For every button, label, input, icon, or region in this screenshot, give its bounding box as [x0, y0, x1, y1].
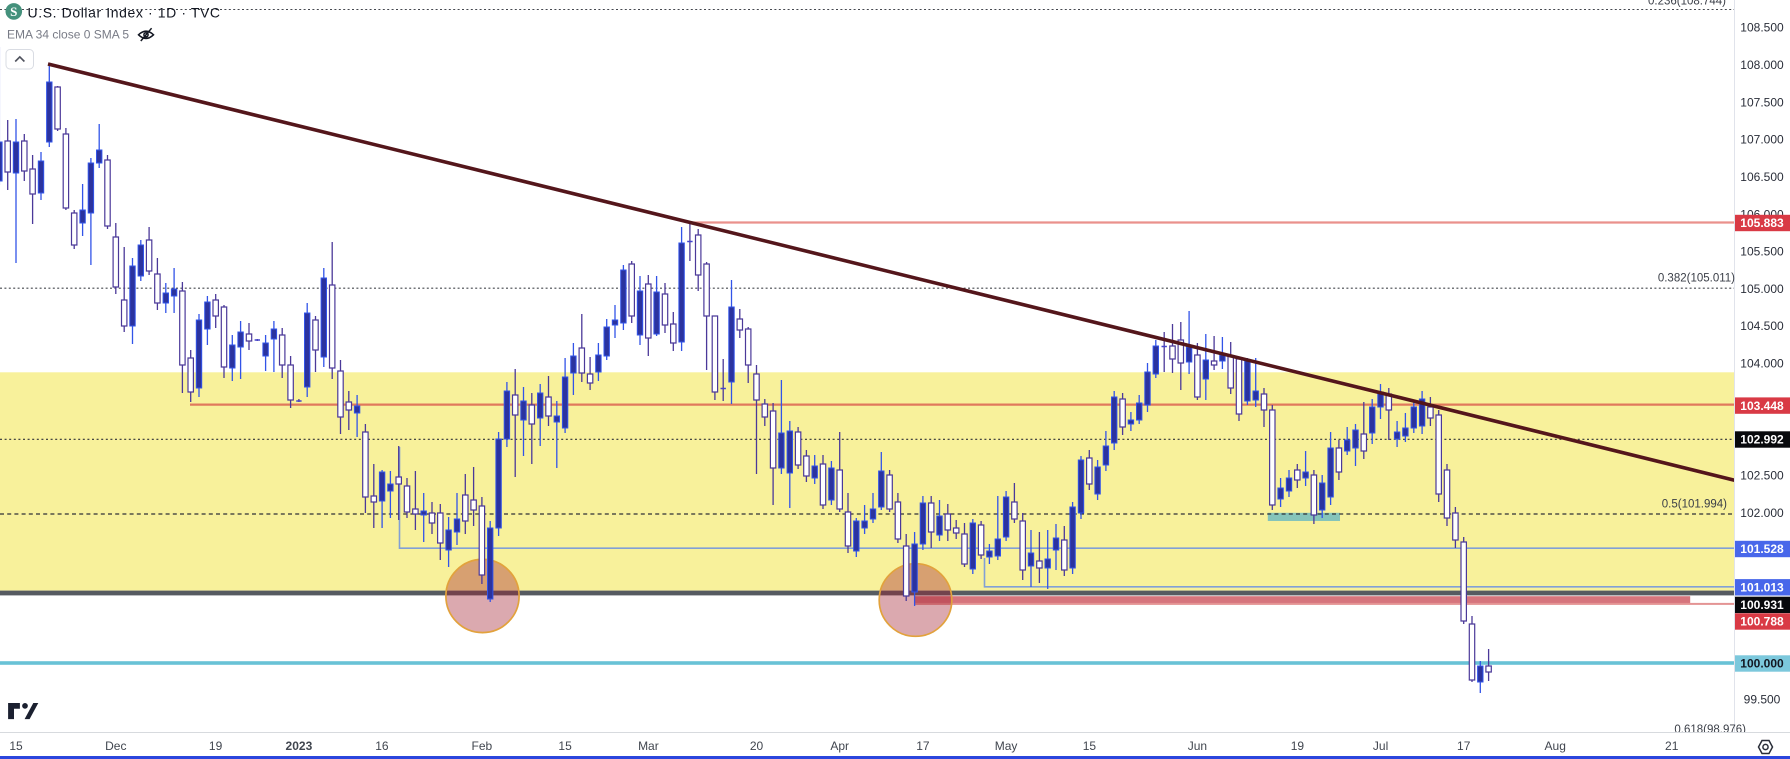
svg-text:106.500: 106.500 — [1740, 170, 1784, 184]
svg-text:99.500: 99.500 — [1744, 692, 1781, 706]
svg-text:Apr: Apr — [830, 739, 849, 753]
svg-text:104.000: 104.000 — [1740, 357, 1784, 371]
svg-text:108.500: 108.500 — [1740, 21, 1784, 35]
svg-text:100.931: 100.931 — [1740, 598, 1784, 612]
svg-text:EMA 34 close 0 SMA 5: EMA 34 close 0 SMA 5 — [7, 28, 129, 42]
svg-text:103.448: 103.448 — [1740, 399, 1784, 413]
svg-text:Dec: Dec — [105, 739, 126, 753]
svg-text:108.000: 108.000 — [1740, 58, 1784, 72]
svg-text:0.382(105.011): 0.382(105.011) — [1658, 273, 1735, 285]
svg-text:0.5(101.994): 0.5(101.994) — [1662, 499, 1727, 511]
svg-text:15: 15 — [1083, 739, 1097, 753]
svg-text:Mar: Mar — [638, 739, 659, 753]
svg-text:19: 19 — [209, 739, 223, 753]
svg-text:102.000: 102.000 — [1740, 506, 1784, 520]
svg-text:20: 20 — [750, 739, 764, 753]
svg-text:16: 16 — [375, 739, 389, 753]
svg-text:100.000: 100.000 — [1740, 657, 1784, 671]
svg-text:101.013: 101.013 — [1740, 581, 1784, 595]
svg-text:17: 17 — [916, 739, 930, 753]
svg-text:100.788: 100.788 — [1740, 615, 1784, 629]
svg-text:U.S. Dollar Index · 1D · TVC: U.S. Dollar Index · 1D · TVC — [28, 5, 221, 21]
svg-text:Jul: Jul — [1373, 739, 1388, 753]
svg-text:Feb: Feb — [472, 739, 493, 753]
svg-text:107.500: 107.500 — [1740, 95, 1784, 109]
svg-text:102.500: 102.500 — [1740, 469, 1784, 483]
svg-text:2023: 2023 — [286, 739, 313, 753]
svg-text:Aug: Aug — [1545, 739, 1566, 753]
svg-text:17: 17 — [1457, 739, 1471, 753]
svg-text:21: 21 — [1665, 739, 1679, 753]
svg-text:0.236(108.744): 0.236(108.744) — [1648, 0, 1726, 8]
svg-text:105.000: 105.000 — [1740, 282, 1784, 296]
svg-text:May: May — [995, 739, 1018, 753]
svg-text:104.500: 104.500 — [1740, 319, 1784, 333]
svg-text:105.883: 105.883 — [1740, 216, 1784, 230]
svg-text:S: S — [10, 4, 17, 19]
svg-text:Jun: Jun — [1188, 739, 1207, 753]
svg-text:102.992: 102.992 — [1740, 433, 1784, 447]
svg-text:107.000: 107.000 — [1740, 133, 1784, 147]
svg-text:15: 15 — [558, 739, 572, 753]
svg-text:105.500: 105.500 — [1740, 245, 1784, 259]
svg-text:19: 19 — [1291, 739, 1305, 753]
svg-text:101.528: 101.528 — [1740, 542, 1784, 556]
svg-text:15: 15 — [9, 739, 23, 753]
